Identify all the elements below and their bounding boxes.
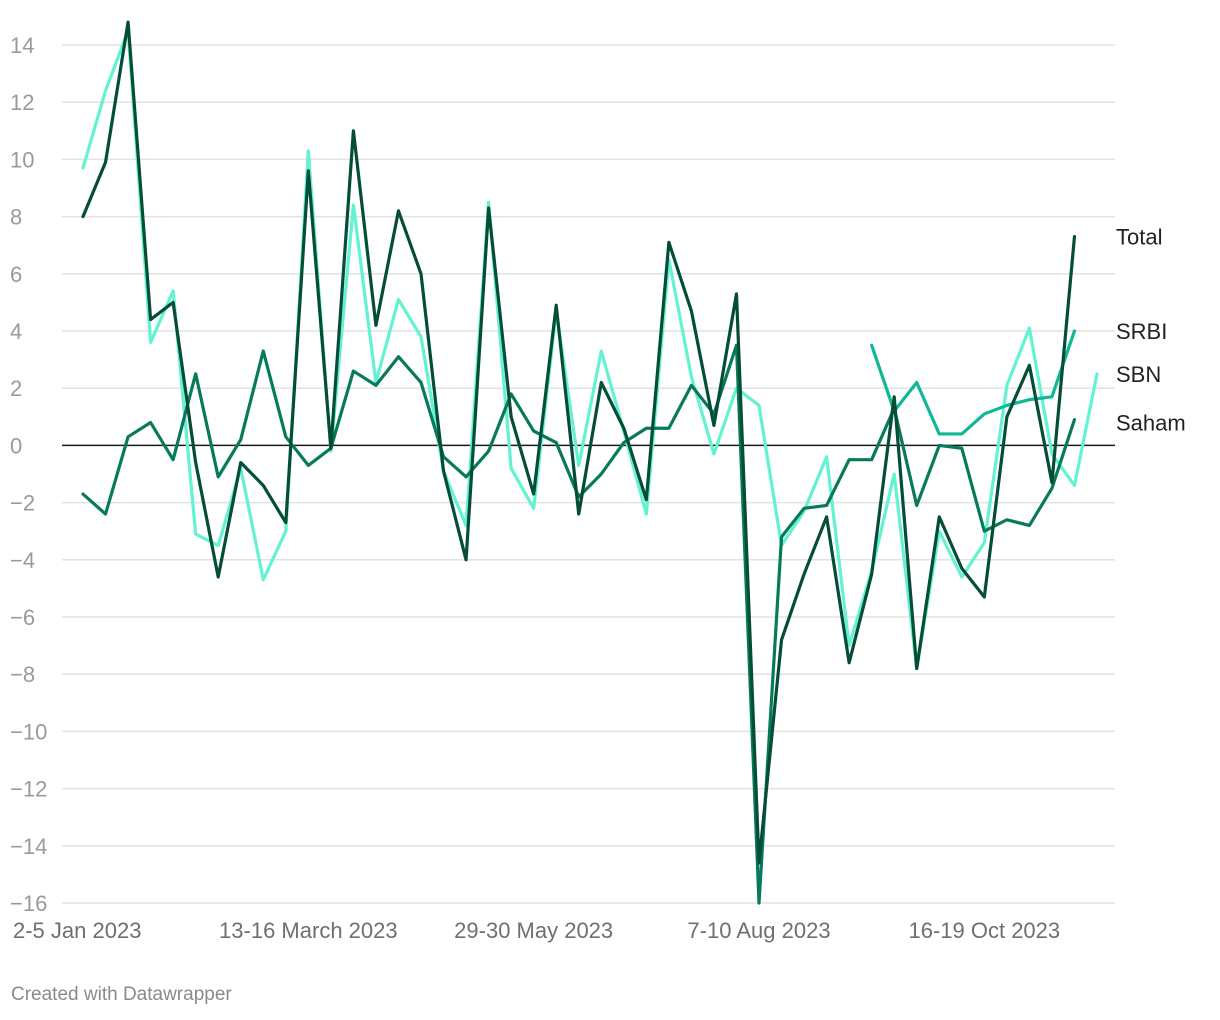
series-line-saham <box>81 343 1077 905</box>
x-tick-label: 29-30 May 2023 <box>454 918 613 943</box>
series-line-total <box>81 20 1077 865</box>
x-tick-label: 7-10 Aug 2023 <box>687 918 830 943</box>
y-tick-label: 8 <box>10 205 22 230</box>
gridlines <box>62 44 1115 904</box>
series-lines <box>81 20 1099 905</box>
x-axis-tick-labels: 2-5 Jan 2023 13-16 March 2023 29-30 May 20… <box>13 918 1060 943</box>
y-tick-label: 2 <box>10 376 22 401</box>
y-tick-label: 4 <box>10 319 22 344</box>
x-tick-label: 2-5 Jan 2023 <box>13 918 141 943</box>
y-tick-label: −8 <box>10 662 35 687</box>
x-tick-label: 16-19 Oct 2023 <box>908 918 1060 943</box>
y-tick-label: −12 <box>10 777 47 802</box>
y-tick-label: −4 <box>10 548 35 573</box>
y-tick-label: −10 <box>10 719 47 744</box>
y-tick-label: 6 <box>10 262 22 287</box>
chart-credit: Created with Datawrapper <box>11 984 232 1005</box>
y-tick-label: −6 <box>10 605 35 630</box>
y-tick-label: −16 <box>10 891 47 916</box>
y-axis-tick-labels: 14 12 10 8 6 4 2 0 −2 −4 −6 −8 −10 −12 −14 −16 <box>10 33 47 916</box>
series-labels: SBN Saham SRBI Total <box>1116 225 1186 436</box>
y-tick-label: −14 <box>10 834 47 859</box>
y-tick-label: 10 <box>10 147 34 172</box>
series-line-sbn <box>81 29 1099 671</box>
y-tick-label: 0 <box>10 433 22 458</box>
y-tick-label: 14 <box>10 33 34 58</box>
series-label-total: Total <box>1116 225 1162 250</box>
series-label-sbn: SBN <box>1116 362 1161 387</box>
y-tick-label: 12 <box>10 90 34 115</box>
series-label-saham: Saham <box>1116 411 1186 436</box>
series-line-srbi <box>870 329 1077 436</box>
y-tick-label: −2 <box>10 491 35 516</box>
series-label-srbi: SRBI <box>1116 319 1167 344</box>
x-tick-label: 13-16 March 2023 <box>219 918 398 943</box>
